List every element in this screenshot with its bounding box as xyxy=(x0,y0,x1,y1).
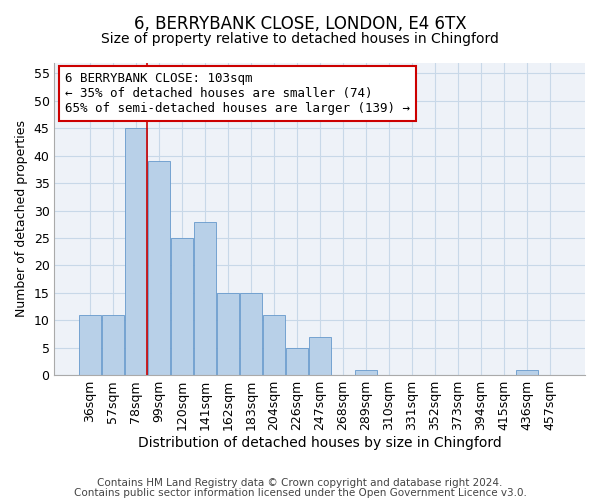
Bar xyxy=(217,293,239,375)
Text: Contains HM Land Registry data © Crown copyright and database right 2024.: Contains HM Land Registry data © Crown c… xyxy=(97,478,503,488)
Bar xyxy=(515,370,538,375)
Bar xyxy=(308,336,331,375)
Bar xyxy=(355,370,377,375)
Bar xyxy=(194,222,216,375)
Bar xyxy=(125,128,147,375)
Text: 6 BERRYBANK CLOSE: 103sqm
← 35% of detached houses are smaller (74)
65% of semi-: 6 BERRYBANK CLOSE: 103sqm ← 35% of detac… xyxy=(65,72,410,115)
Bar xyxy=(101,315,124,375)
Bar xyxy=(79,315,101,375)
Y-axis label: Number of detached properties: Number of detached properties xyxy=(15,120,28,318)
Bar xyxy=(170,238,193,375)
Text: Contains public sector information licensed under the Open Government Licence v3: Contains public sector information licen… xyxy=(74,488,526,498)
Text: 6, BERRYBANK CLOSE, LONDON, E4 6TX: 6, BERRYBANK CLOSE, LONDON, E4 6TX xyxy=(134,15,466,33)
Bar xyxy=(148,161,170,375)
X-axis label: Distribution of detached houses by size in Chingford: Distribution of detached houses by size … xyxy=(138,436,502,450)
Bar xyxy=(263,315,285,375)
Bar xyxy=(286,348,308,375)
Bar xyxy=(239,293,262,375)
Text: Size of property relative to detached houses in Chingford: Size of property relative to detached ho… xyxy=(101,32,499,46)
